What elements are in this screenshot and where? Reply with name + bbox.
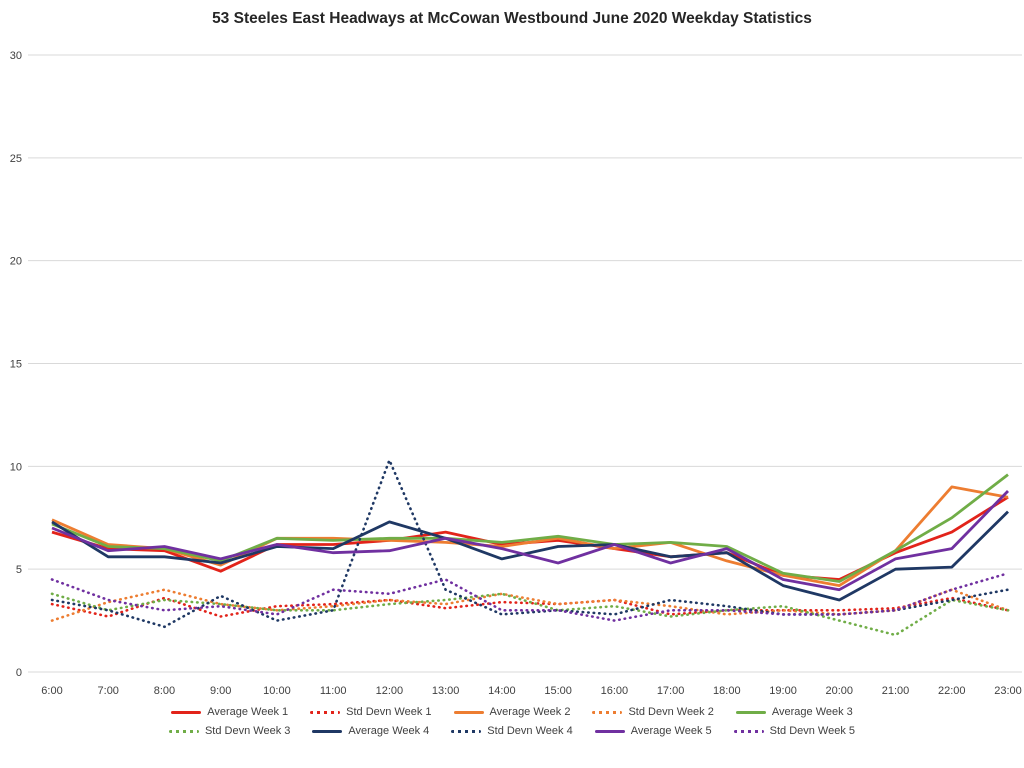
x-axis-tick-label: 21:00 [882, 685, 910, 697]
x-axis-tick-label: 14:00 [488, 685, 516, 697]
legend-label: Std Devn Week 1 [346, 706, 432, 718]
chart-legend: Average Week 1 Std Devn Week 1 Average Wee… [0, 706, 1024, 737]
x-axis-tick-label: 15:00 [544, 685, 572, 697]
dotted-line-swatch-icon [168, 729, 199, 733]
y-axis-tick-label: 25 [10, 153, 22, 165]
legend-label: Std Devn Week 3 [204, 725, 291, 737]
y-axis-tick-label: 10 [10, 461, 22, 473]
y-axis-tick-label: 5 [16, 564, 22, 576]
series-line-std-devn-week-3 [50, 592, 1010, 637]
legend-item-average-week-5: Average Week 5 [594, 725, 712, 737]
legend-label: Average Week 2 [489, 706, 571, 718]
legend-label: Std Devn Week 4 [487, 725, 573, 737]
legend-label: Std Devn Week 2 [628, 706, 714, 718]
series-line-std-devn-week-1 [50, 596, 1010, 618]
x-axis-tick-label: 13:00 [432, 685, 460, 697]
legend-item-std-devn-week-5: Std Devn Week 5 [733, 725, 856, 737]
series-line-average-week-5 [51, 490, 1010, 592]
chart-plot: 0 5 10 15 20 25 30 6:00 7:00 8:00 9:00 10:00 11:00 12… [10, 50, 1022, 697]
x-axis-tick-label: 7:00 [98, 685, 119, 697]
x-axis-tick-label: 17:00 [657, 685, 685, 697]
legend-item-std-devn-week-4: Std Devn Week 4 [451, 725, 573, 737]
y-axis-tick-label: 20 [10, 256, 22, 268]
x-axis-tick-label: 22:00 [938, 685, 966, 697]
legend-item-std-devn-week-2: Std Devn Week 2 [592, 706, 714, 718]
legend-row-2: Std Devn Week 3 Average Week 4 Std Devn We… [168, 725, 856, 737]
legend-item-std-devn-week-1: Std Devn Week 1 [310, 706, 432, 718]
x-axis-tick-label: 6:00 [41, 685, 62, 697]
solid-line-swatch-icon [735, 710, 766, 714]
legend-label: Std Devn Week 5 [769, 725, 856, 737]
x-axis-tick-label: 12:00 [376, 685, 404, 697]
legend-label: Average Week 1 [207, 706, 289, 718]
legend-row-1: Average Week 1 Std Devn Week 1 Average Wee… [171, 706, 853, 718]
legend-label: Average Week 4 [348, 725, 430, 737]
legend-item-std-devn-week-3: Std Devn Week 3 [168, 725, 291, 737]
x-axis-tick-label: 11:00 [320, 685, 347, 697]
chart-title: 53 Steeles East Headways at McCowan West… [212, 10, 812, 27]
solid-line-swatch-icon [312, 729, 343, 733]
legend-item-average-week-1: Average Week 1 [171, 706, 288, 718]
legend-label: Average Week 3 [771, 706, 853, 718]
series-line-average-week-4 [51, 510, 1009, 602]
series-line-std-devn-week-2 [50, 588, 1010, 622]
y-axis-tick-label: 30 [10, 50, 22, 62]
x-axis-tick-label: 18:00 [713, 685, 741, 697]
x-axis-tick-label: 20:00 [826, 685, 854, 697]
series-line-average-week-3 [51, 473, 1009, 583]
legend-item-average-week-4: Average Week 4 [312, 725, 429, 737]
x-axis-tick-label: 8:00 [154, 685, 175, 697]
legend-label: Average Week 5 [630, 725, 712, 737]
x-axis-tick-label: 10:00 [263, 685, 291, 697]
solid-line-swatch-icon [453, 710, 484, 714]
x-axis-tick-label: 23:00 [994, 685, 1022, 697]
solid-line-swatch-icon [171, 710, 202, 714]
x-axis-tick-label: 19:00 [769, 685, 797, 697]
legend-item-average-week-3: Average Week 3 [735, 706, 853, 718]
solid-line-swatch-icon [594, 729, 625, 733]
y-axis-tick-label: 15 [10, 359, 22, 371]
x-axis-tick-label: 9:00 [210, 685, 231, 697]
dotted-line-swatch-icon [451, 729, 482, 733]
dotted-line-swatch-icon [592, 710, 623, 714]
x-axis-tick-label: 16:00 [601, 685, 629, 697]
dotted-line-swatch-icon [310, 710, 341, 714]
legend-item-average-week-2: Average Week 2 [453, 706, 571, 718]
series-line-average-week-2 [51, 485, 1009, 587]
dotted-line-swatch-icon [733, 729, 764, 733]
y-axis-tick-label: 0 [16, 667, 22, 679]
series-line-std-devn-week-5 [50, 571, 1010, 622]
